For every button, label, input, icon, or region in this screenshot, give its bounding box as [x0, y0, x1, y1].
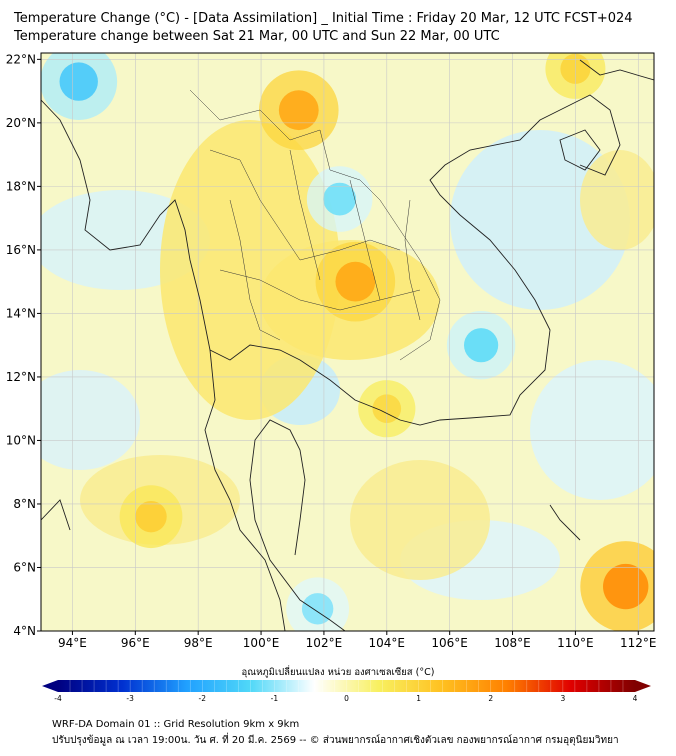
lon-tick-label: 94°E	[58, 636, 87, 650]
lat-tick-label: 6°N	[13, 560, 36, 574]
colorbar-tick-label: 3	[560, 694, 565, 703]
colorbar-max-arrow	[635, 680, 651, 692]
lat-tick-label: 12°N	[6, 370, 36, 384]
anomaly-core	[135, 500, 167, 533]
cool-patch	[530, 360, 654, 500]
lat-tick-label: 16°N	[6, 243, 36, 257]
colorbar-tick-label: 0	[344, 694, 349, 703]
colorbar-tick-label: 4	[633, 694, 638, 703]
map-subtitle: Temperature change between Sat 21 Mar, 0…	[14, 29, 500, 44]
lat-tick-label: 18°N	[6, 179, 36, 193]
lon-tick-label: 104°E	[369, 636, 406, 650]
anomaly-core	[278, 90, 319, 131]
lon-tick-label: 112°E	[620, 636, 657, 650]
lon-tick-label: 108°E	[494, 636, 531, 650]
footer-domain-info: WRF-DA Domain 01 :: Grid Resolution 9km …	[52, 719, 300, 730]
gridlines	[41, 53, 654, 631]
coastlines	[41, 59, 654, 631]
colorbar-label: อุณหภูมิเปลี่ยนแปลง หน่วย องศาเซลเซียส (…	[241, 667, 435, 678]
warm-patch	[350, 460, 490, 580]
lon-tick-label: 110°E	[557, 636, 594, 650]
lon-tick-label: 96°E	[121, 636, 150, 650]
lon-tick-label: 100°E	[243, 636, 280, 650]
footer-update-info: ปรับปรุงข้อมูล ณ เวลา 19:00น. วัน ศ. ที่…	[52, 735, 619, 746]
colorbar-tick-label: 1	[416, 694, 421, 703]
province-borders	[189, 89, 441, 361]
plot-area	[41, 53, 654, 631]
lon-tick-label: 106°E	[431, 636, 468, 650]
colorbar-tick-label: -1	[271, 694, 279, 703]
anomaly-core	[59, 62, 98, 101]
lat-tick-label: 20°N	[6, 116, 36, 130]
lat-tick-label: 22°N	[6, 52, 36, 66]
lat-tick-label: 8°N	[13, 497, 36, 511]
lat-tick-label: 4°N	[13, 624, 36, 638]
anomaly-core	[335, 261, 376, 302]
plot-frame	[40, 52, 655, 632]
colorbar-tick-label: -4	[54, 694, 62, 703]
anomaly-core	[301, 593, 334, 625]
longitude-axis: 94°E 96°E 98°E 100°E 102°E 104°E 106°E 108°E 110…	[58, 631, 657, 650]
latitude-axis: 22°N 20°N 18°N 16°N 14°N 12°N 10°N 8°N 6°N 4°N	[6, 52, 41, 638]
anomaly-core	[603, 563, 649, 610]
colorbar-ticks: -4 -3 -2 -1 0 1 2 3 4	[54, 694, 637, 703]
colorbar-min-arrow	[42, 680, 58, 692]
anomaly-core	[323, 182, 357, 216]
lon-tick-label: 102°E	[306, 636, 343, 650]
anomaly-core	[464, 328, 499, 363]
lat-tick-label: 10°N	[6, 433, 36, 447]
map-title: Temperature Change (°C) - [Data Assimila…	[14, 11, 633, 26]
cool-patch	[41, 370, 140, 470]
colorbar-tick-label: 2	[488, 694, 493, 703]
cool-patch	[450, 130, 630, 310]
lon-tick-label: 98°E	[184, 636, 213, 650]
colorbar: -4 -3 -2 -1 0 1 2 3 4	[42, 680, 651, 703]
colorbar-segments	[69, 680, 624, 692]
lat-tick-label: 14°N	[6, 306, 36, 320]
colorbar-tick-label: -3	[126, 694, 134, 703]
warm-patch	[580, 150, 654, 250]
colorbar-tick-label: -2	[199, 694, 207, 703]
